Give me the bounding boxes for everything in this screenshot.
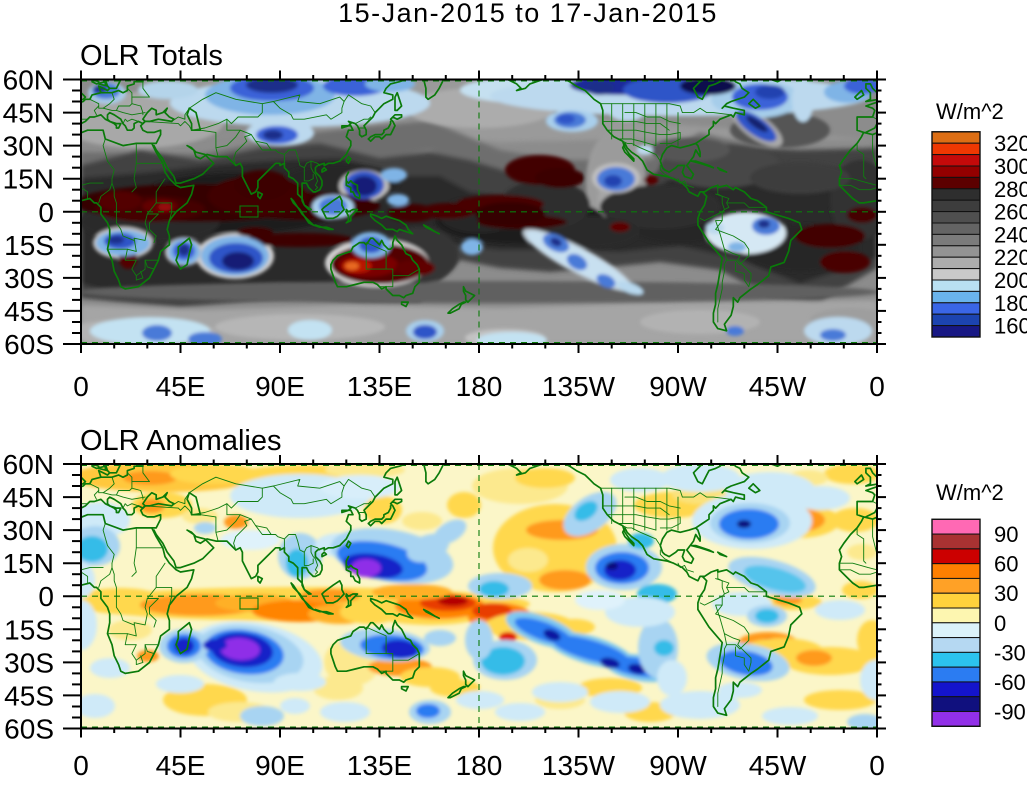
svg-text:30N: 30N xyxy=(3,131,54,162)
svg-text:15-Jan-2015 to 17-Jan-2015: 15-Jan-2015 to 17-Jan-2015 xyxy=(338,0,718,28)
svg-text:280: 280 xyxy=(994,177,1027,202)
svg-text:220: 220 xyxy=(994,245,1027,270)
svg-text:45S: 45S xyxy=(4,680,54,711)
svg-text:320: 320 xyxy=(994,131,1027,156)
svg-text:15S: 15S xyxy=(4,614,54,645)
svg-text:0: 0 xyxy=(869,371,885,402)
svg-text:90W: 90W xyxy=(649,371,707,402)
svg-text:60N: 60N xyxy=(3,449,54,480)
svg-text:60S: 60S xyxy=(4,329,54,360)
svg-text:180: 180 xyxy=(994,291,1027,316)
svg-text:45E: 45E xyxy=(156,371,206,402)
svg-text:OLR Totals: OLR Totals xyxy=(80,40,223,72)
svg-text:160: 160 xyxy=(994,314,1027,339)
svg-text:90W: 90W xyxy=(649,750,707,781)
svg-text:0: 0 xyxy=(73,371,89,402)
svg-text:135W: 135W xyxy=(542,371,616,402)
svg-text:45N: 45N xyxy=(3,482,54,513)
svg-text:30S: 30S xyxy=(4,647,54,678)
svg-text:0: 0 xyxy=(869,750,885,781)
svg-text:0: 0 xyxy=(994,611,1006,636)
svg-text:260: 260 xyxy=(994,200,1027,225)
svg-text:90E: 90E xyxy=(255,750,305,781)
svg-text:240: 240 xyxy=(994,222,1027,247)
svg-text:45S: 45S xyxy=(4,296,54,327)
svg-text:30N: 30N xyxy=(3,515,54,546)
svg-text:135W: 135W xyxy=(542,750,616,781)
svg-text:0: 0 xyxy=(73,750,89,781)
svg-text:45N: 45N xyxy=(3,98,54,129)
svg-text:15S: 15S xyxy=(4,230,54,261)
svg-text:300: 300 xyxy=(994,154,1027,179)
svg-text:135E: 135E xyxy=(347,371,412,402)
svg-text:0: 0 xyxy=(38,581,54,612)
svg-text:W/m^2: W/m^2 xyxy=(936,99,1004,124)
svg-text:30: 30 xyxy=(994,581,1018,606)
svg-text:45E: 45E xyxy=(156,750,206,781)
svg-text:45W: 45W xyxy=(749,750,807,781)
svg-text:15N: 15N xyxy=(3,164,54,195)
svg-text:-30: -30 xyxy=(994,640,1026,665)
svg-text:180: 180 xyxy=(456,371,503,402)
svg-text:135E: 135E xyxy=(347,750,412,781)
svg-text:60: 60 xyxy=(994,552,1018,577)
svg-text:60N: 60N xyxy=(3,65,54,96)
svg-text:-90: -90 xyxy=(994,700,1026,725)
svg-text:180: 180 xyxy=(456,750,503,781)
svg-text:30S: 30S xyxy=(4,263,54,294)
svg-text:-60: -60 xyxy=(994,670,1026,695)
svg-text:OLR Anomalies: OLR Anomalies xyxy=(80,425,282,457)
svg-text:60S: 60S xyxy=(4,714,54,745)
svg-text:W/m^2: W/m^2 xyxy=(936,480,1004,505)
svg-text:15N: 15N xyxy=(3,548,54,579)
svg-text:0: 0 xyxy=(38,197,54,228)
svg-text:45W: 45W xyxy=(749,371,807,402)
svg-text:200: 200 xyxy=(994,268,1027,293)
svg-text:90: 90 xyxy=(994,522,1018,547)
svg-text:90E: 90E xyxy=(255,371,305,402)
